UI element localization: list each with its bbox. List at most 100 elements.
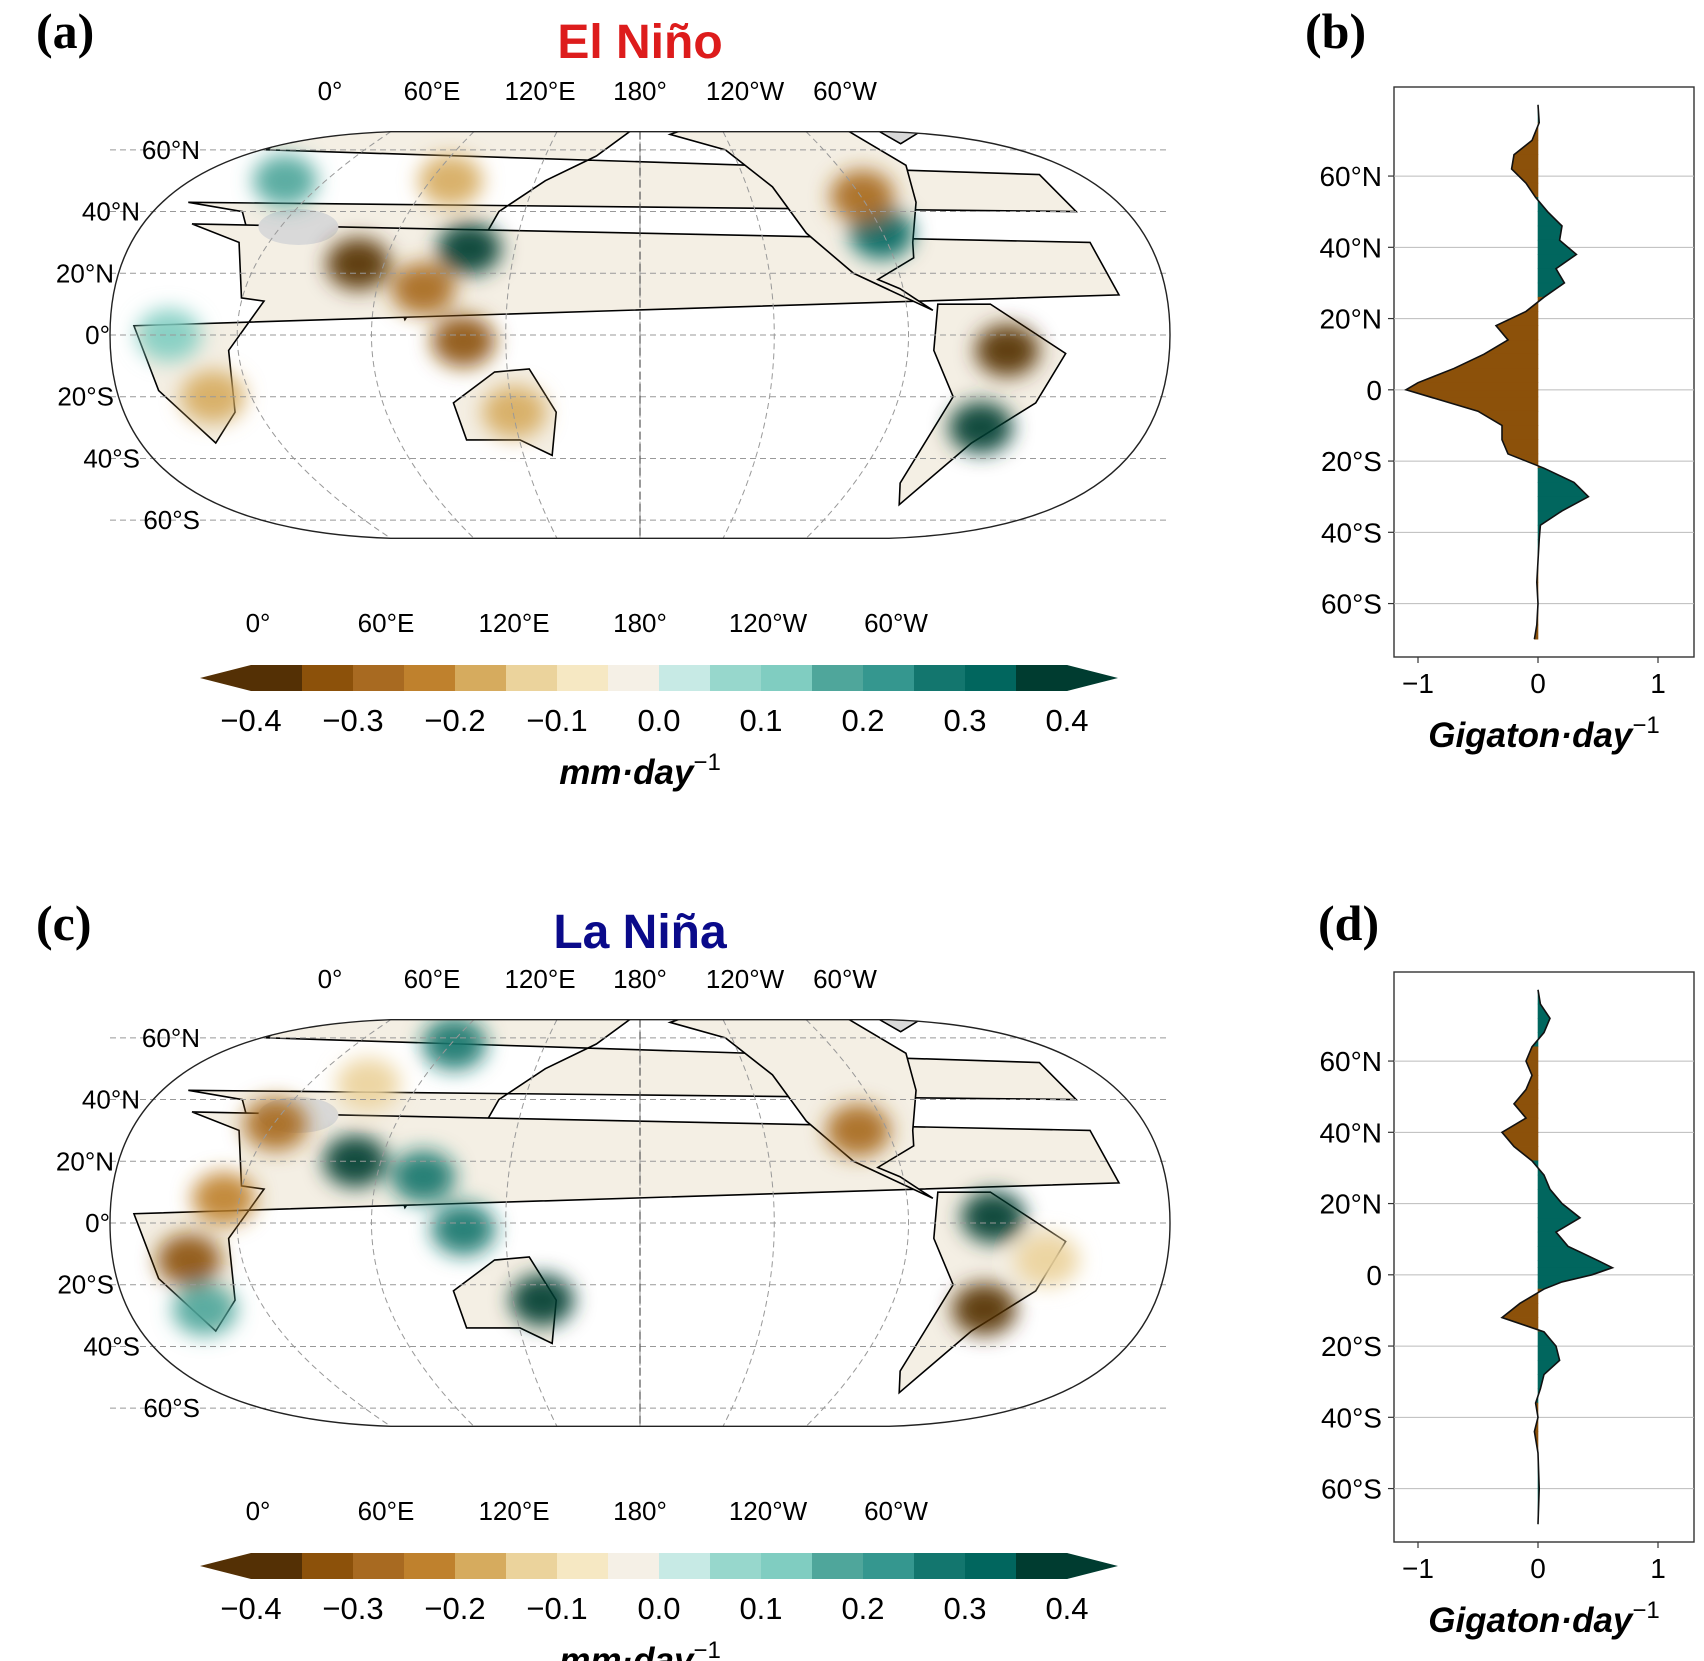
lat-tick: 20°S [57,382,114,412]
colorbar-bin [1016,665,1068,691]
colorbar-tick: 0.3 [943,1591,986,1626]
colorbar-bin [1016,1553,1068,1579]
lat-tick: 20°N [56,1146,114,1176]
anomaly-region-10 [826,1104,891,1157]
colorbar-bin [455,1553,507,1579]
profile-xtick-label: 0 [1530,1553,1546,1584]
colorbar-tick: −0.2 [424,703,485,738]
colorbar-tick: −0.1 [526,1591,587,1626]
profile-unit: Gigaton·day−1 [1428,712,1660,755]
anomaly-region-3 [431,315,496,368]
colorbar-bin [761,1553,813,1579]
colorbar-tick: −0.4 [220,703,281,738]
lon-tick-bottom: 0° [246,608,271,638]
anomaly-region-1 [437,222,502,275]
lat-tick: 0° [85,320,110,350]
lon-tick-bottom: 120°W [729,608,808,638]
anomaly-region-13 [1015,1234,1080,1287]
lon-tick-bottom: 180° [613,608,667,638]
lon-tick-bottom: 60°E [358,1496,415,1526]
lon-tick-top: 0° [318,964,343,994]
anomaly-region-2 [391,262,456,315]
profile-frame [1393,86,1695,658]
lon-tick-top: 120°W [706,964,785,994]
colorbar-tick: 0.1 [739,1591,782,1626]
profile-ytick-label: 20°S [1321,1331,1382,1362]
lon-tick-bottom: 60°W [864,608,928,638]
profile-el-nino: 60°N 40°N 20°N 0 20°S 40°S 60°S −1 0 1 Gigaton·day… [1319,86,1695,755]
anomaly-region-2 [510,1274,575,1327]
colorbar-bin [608,665,660,691]
globe-outline [109,1018,1171,1428]
colorbar-bin [506,1553,558,1579]
colorbar-extend-high [1067,1553,1118,1579]
anomaly-region-6 [253,154,318,207]
profile-ytick-label: 40°N [1319,1117,1382,1148]
meridian-0 [236,1019,392,1427]
profile-ytick-label: 0 [1366,375,1382,406]
colorbar-tick: 0.3 [943,703,986,738]
lon-tick-bottom: 60°W [864,1496,928,1526]
lat-tick: 20°N [56,258,114,288]
profile-xtick-label: 1 [1650,1553,1666,1584]
anomaly-region-0 [326,238,391,291]
colorbar-bin [251,1553,303,1579]
colorbar-unit: mm·day−1 [559,749,721,792]
colorbar-bin [863,665,915,691]
colorbar-tick: −0.2 [424,1591,485,1626]
meridian-4 [722,1019,775,1427]
anomaly-region-12 [952,1283,1017,1336]
profile-unit: Gigaton·day−1 [1428,1597,1660,1640]
panel-b: (b) 60°N 40°N 20°N 0 20°S 40°S 60°S −1 0 1 Gigaton… [1305,3,1695,755]
colorbar-bin [353,665,405,691]
lat-tick: 60°S [143,505,200,535]
lon-tick-bottom: 120°E [478,608,549,638]
anomaly-region-12 [948,401,1013,454]
profile-xtick-label: −1 [1402,668,1434,699]
lon-tick-bottom: 120°W [729,1496,808,1526]
colorbar-bin [557,1553,609,1579]
profile-unit-exponent: −1 [1632,1597,1659,1624]
lat-tick: 60°N [142,135,200,165]
colorbar-bin [404,665,456,691]
profile-la-nina: 60°N 40°N 20°N 0 20°S 40°S 60°S −1 0 1 Gigaton·day… [1319,971,1695,1640]
lon-tick-top: 60°W [813,964,877,994]
lon-tick-top: 60°W [813,76,877,106]
profile-ytick-label: 20°N [1319,1189,1382,1220]
meridian-0 [236,131,392,539]
colorbar-c: −0.4 −0.3 −0.2 −0.1 0.0 0.1 0.2 0.3 0.4 mm·day−1 [200,1553,1118,1661]
colorbar-bin [914,1553,966,1579]
lon-tick-top: 0° [318,76,343,106]
colorbar-tick: 0.0 [637,703,680,738]
map-title-el-nino: El Niño [557,16,722,69]
meridian-2 [505,131,558,539]
colorbar-tick: −0.3 [322,1591,383,1626]
anomaly-region-4 [482,386,547,439]
map-la-nina: 0° 60°E 120°E 180° 120°W 60°W 0° 60°E 120°E 180° 1… [56,964,1171,1526]
colorbar-tick: −0.3 [322,703,383,738]
colorbar-bin [404,1553,456,1579]
profile-line [1404,104,1590,640]
lat-tick: 0° [85,1208,110,1238]
anomaly-layer [157,1019,1080,1336]
profile-xtick-label: −1 [1402,1553,1434,1584]
anomaly-region-1 [391,1150,456,1203]
anomaly-region-4 [422,1019,487,1070]
colorbar-tick: 0.1 [739,703,782,738]
colorbar-bin [506,665,558,691]
map-title-la-nina: La Niña [553,906,727,959]
profile-unit-exponent: −1 [1632,712,1659,739]
colorbar-tick: −0.4 [220,1591,281,1626]
panel-letter-c: (c) [36,895,92,951]
panel-d: (d) 60°N 40°N 20°N 0 20°S 40°S 60°S −1 0 1 Gigaton… [1318,895,1695,1640]
lat-tick: 20°S [57,1270,114,1300]
colorbar-bin [455,665,507,691]
meridian-2 [505,1019,558,1427]
colorbar-bin [710,1553,762,1579]
profile-ytick-label: 60°N [1319,1046,1382,1077]
colorbar-bin [302,1553,354,1579]
anomaly-region-7 [157,1234,222,1287]
colorbar-unit-exponent: −1 [693,1637,720,1661]
anomaly-region-10 [830,170,895,223]
